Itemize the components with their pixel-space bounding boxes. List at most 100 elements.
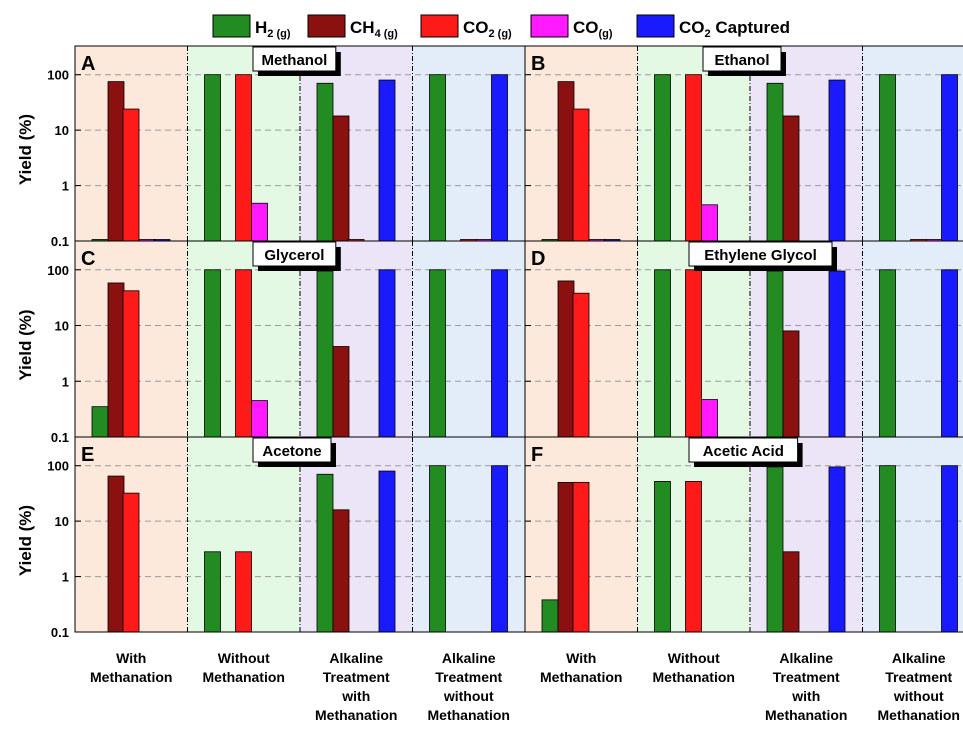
bar-A-section4-h2 — [429, 74, 446, 242]
bar-B-section4-co2cap — [941, 74, 958, 242]
bar-B-section1-ch4 — [557, 81, 575, 242]
bar-C-section4-co2cap — [491, 269, 508, 438]
bar-D-section4-co2cap — [941, 269, 958, 438]
bar-A-section3-h2 — [316, 82, 334, 242]
bar-B-section2-co — [701, 204, 718, 242]
bar-B-section3-h2 — [766, 82, 784, 242]
panel-letter: F — [531, 444, 543, 466]
y-tick-label: 1 — [62, 570, 69, 585]
bar-A-section2-h2 — [204, 74, 221, 242]
panel-letter: B — [531, 53, 545, 75]
bar-E-section3-ch4 — [332, 509, 350, 633]
legend-label-co2cap: CO2 Captured — [679, 18, 790, 40]
bar-F-section4-h2 — [879, 465, 896, 633]
bar-B-section2-co2 — [685, 74, 702, 242]
legend-label-co2: CO2 (g) — [463, 18, 512, 40]
bar-C-section3-h2 — [316, 270, 334, 438]
bar-F-section1-ch4 — [557, 481, 575, 633]
bar-B-section3-co2cap — [828, 79, 846, 242]
title-box — [688, 437, 799, 463]
bar-E-section2-co2 — [235, 551, 252, 633]
bar-F-section1-co2 — [572, 481, 590, 633]
legend: H2 (g) CH4 (g) CO2 (g) CO(g) CO2 Captured — [212, 14, 790, 40]
title-box — [252, 437, 332, 463]
panel-border — [524, 436, 963, 633]
bar-C-section4-h2 — [429, 269, 446, 438]
bar-F-section1-h2 — [541, 599, 559, 633]
bar-D-section2-co2 — [685, 269, 702, 438]
bar-D-section3-h2 — [766, 270, 784, 438]
bar-A-section1-ch4 — [107, 81, 125, 242]
panel-title: Acetic Acid — [703, 443, 784, 460]
bar-D-section4-h2 — [879, 269, 896, 438]
bar-D-section1-ch4 — [557, 280, 575, 438]
y-tick-label: 1 — [62, 179, 69, 194]
panel-title: Methanol — [261, 52, 327, 69]
legend-swatch-co2cap — [636, 14, 675, 38]
bar-C-section2-h2 — [204, 269, 221, 438]
bar-B-section3-ch4 — [782, 115, 800, 242]
bar-D-section2-h2 — [654, 269, 671, 438]
bar-C-section3-ch4 — [332, 346, 350, 438]
bar-F-section2-co2 — [685, 481, 702, 633]
bar-C-section1-co2 — [122, 290, 140, 438]
bar-E-section2-h2 — [204, 551, 221, 633]
x-condition-label: With Methanation — [540, 650, 622, 685]
chart-panels: 0.1 1 10 100 A Methanol B Ethanol 0.1 1 10 100 C Glyc… — [47, 45, 963, 640]
x-condition-label: Alkaline Treatment without Methanation — [428, 650, 510, 723]
bar-F-section2-h2 — [654, 481, 671, 633]
y-axis-labels: Yield (%) Yield (%) Yield (%) — [16, 114, 35, 576]
bar-C-section2-co2 — [235, 269, 252, 438]
panel-title: Ethylene Glycol — [704, 247, 817, 264]
panel-letter: A — [81, 53, 95, 75]
panel-C: 0.1 1 10 100 C Glycerol — [47, 240, 526, 445]
legend-swatch-h2 — [212, 14, 251, 38]
y-tick-label: 100 — [47, 459, 69, 474]
bar-D-section1-co2 — [572, 292, 590, 438]
legend-label-h2: H2 (g) — [255, 18, 291, 40]
bar-F-section3-ch4 — [782, 551, 800, 633]
legend-label-ch4: CH4 (g) — [350, 18, 398, 40]
title-box — [252, 241, 337, 267]
x-condition-label: Alkaline Treatment without Methanation — [878, 650, 960, 723]
bar-B-section4-h2 — [879, 74, 896, 242]
bar-A-section3-ch4 — [332, 115, 350, 242]
panel-letter: C — [81, 248, 95, 270]
x-condition-label: Alkaline Treatment with Methanation — [765, 650, 847, 723]
bar-F-section3-co2cap — [828, 466, 846, 633]
y-tick-label: 0.1 — [51, 625, 69, 640]
bar-C-section1-ch4 — [107, 282, 125, 438]
legend-swatch-ch4 — [307, 14, 346, 38]
panel-D: D Ethylene Glycol — [524, 240, 963, 438]
title-box — [252, 46, 337, 72]
y-axis-label: Yield (%) — [16, 505, 35, 576]
bar-E-section1-co2 — [122, 492, 140, 633]
y-tick-label: 0.1 — [51, 430, 69, 445]
bar-D-section3-co2cap — [828, 270, 846, 438]
y-tick-label: 100 — [47, 263, 69, 278]
y-tick-label: 10 — [55, 514, 69, 529]
legend-swatch-co2 — [420, 14, 459, 38]
bar-E-section4-co2cap — [491, 465, 508, 633]
legend-swatch-co — [530, 14, 569, 38]
y-tick-label: 10 — [55, 319, 69, 334]
bar-D-section3-ch4 — [782, 330, 800, 438]
x-condition-label: With Methanation — [90, 650, 172, 685]
panel-F: F Acetic Acid — [524, 436, 963, 633]
x-condition-label: Without Methanation — [203, 650, 285, 685]
panel-letter: E — [81, 444, 94, 466]
legend-item-ch4: CH4 (g) — [307, 14, 398, 40]
x-condition-label: Alkaline Treatment with Methanation — [315, 650, 397, 723]
legend-item-co: CO(g) — [530, 14, 613, 40]
title-box — [688, 241, 833, 267]
y-tick-label: 10 — [55, 123, 69, 138]
bar-E-section3-h2 — [316, 473, 334, 633]
bar-C-section2-co — [251, 400, 268, 438]
bar-A-section3-co2cap — [378, 79, 396, 242]
bar-F-section3-h2 — [766, 466, 784, 633]
y-tick-label: 1 — [62, 374, 69, 389]
y-tick-label: 100 — [47, 68, 69, 83]
bar-B-section2-h2 — [654, 74, 671, 242]
bar-B-section1-co2 — [572, 108, 590, 242]
